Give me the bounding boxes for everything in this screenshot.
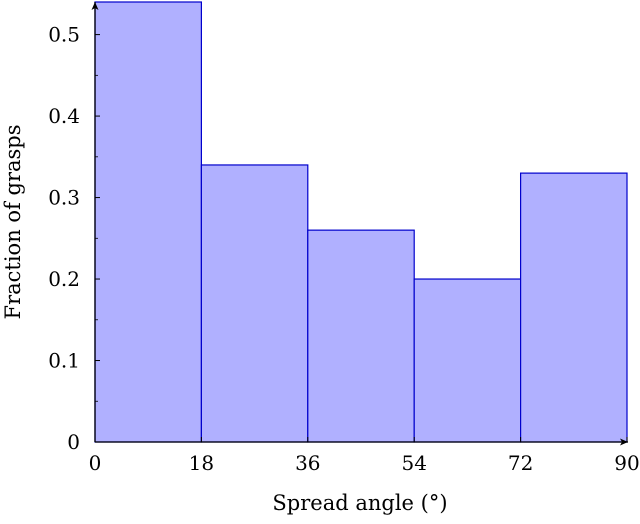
- y-tick-label: 0.5: [48, 23, 80, 47]
- x-axis-arrow: [620, 438, 628, 446]
- histogram-bar-3: [413, 278, 522, 443]
- histogram-bar-2: [307, 229, 415, 443]
- ticks-layer: 0 18 36 54 72 90 0 0.1 0.2 0.3 0.4 0.5: [48, 23, 640, 475]
- y-tick-label: 0.1: [48, 349, 80, 373]
- y-tick-label: 0: [67, 430, 80, 454]
- histogram-bar-1: [200, 164, 309, 443]
- x-axis-title: Spread angle (°): [272, 491, 447, 515]
- bars-layer: [94, 1, 628, 443]
- y-tick-label: 0.4: [48, 104, 80, 128]
- histogram-bar-0: [94, 1, 203, 443]
- x-tick-label: 18: [189, 451, 214, 475]
- y-tick-label: 0.3: [48, 186, 80, 210]
- x-tick-label: 90: [614, 451, 639, 475]
- histogram-bar-4: [519, 172, 628, 443]
- y-axis-arrow: [91, 2, 99, 10]
- x-tick-label: 54: [401, 451, 426, 475]
- x-tick-label: 0: [89, 451, 102, 475]
- x-tick-label: 72: [508, 451, 533, 475]
- y-axis-title: Fraction of grasps: [1, 125, 25, 320]
- y-tick-label: 0.2: [48, 267, 80, 291]
- x-tick-label: 36: [295, 451, 320, 475]
